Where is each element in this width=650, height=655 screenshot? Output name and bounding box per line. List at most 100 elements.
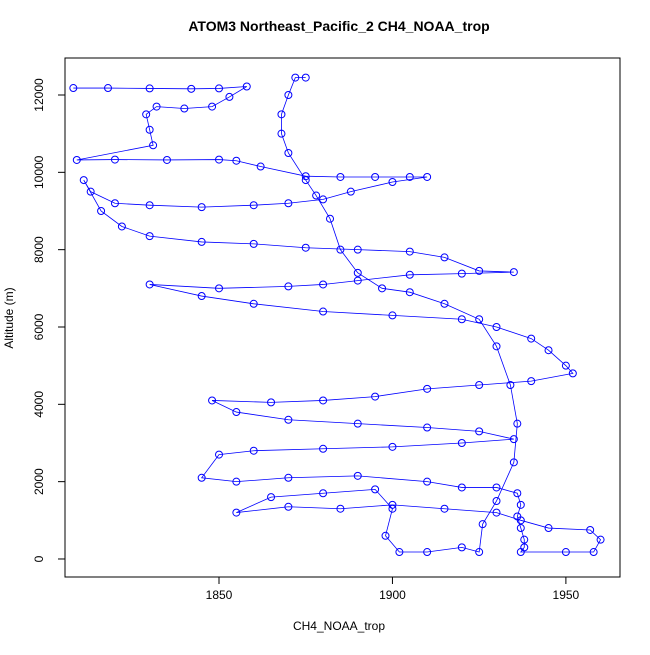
data-point <box>388 177 397 186</box>
data-point <box>388 442 397 451</box>
data-point <box>388 500 397 509</box>
data-point <box>117 222 126 231</box>
data-point <box>249 201 258 210</box>
data-point <box>561 548 570 557</box>
data-point <box>544 346 553 355</box>
data-point <box>284 91 293 100</box>
data-point <box>284 199 293 208</box>
data-point <box>336 504 345 513</box>
data-point <box>215 155 224 164</box>
data-point <box>319 280 328 289</box>
x-tick-label: 1850 <box>206 588 233 602</box>
data-point <box>284 502 293 511</box>
series-line <box>73 77 602 553</box>
y-tick-label: 4000 <box>32 391 46 418</box>
data-point <box>423 384 432 393</box>
data-point <box>457 543 466 552</box>
data-point <box>475 380 484 389</box>
data-point <box>527 334 536 343</box>
y-tick-label: 8000 <box>32 236 46 263</box>
data-point <box>492 322 501 331</box>
data-point <box>509 458 518 467</box>
data-point <box>586 525 595 534</box>
data-point <box>475 315 484 324</box>
data-point <box>509 268 518 277</box>
data-point <box>208 396 217 405</box>
data-point <box>326 214 335 223</box>
data-point <box>516 524 525 533</box>
data-point <box>256 162 265 171</box>
data-point <box>208 102 217 111</box>
data-point <box>388 311 397 320</box>
chart-title: ATOM3 Northeast_Pacific_2 CH4_NOAA_trop <box>188 18 489 34</box>
y-tick-label: 6000 <box>32 313 46 340</box>
data-point <box>232 508 241 517</box>
data-point <box>388 504 397 513</box>
data-point <box>145 232 154 241</box>
data-point <box>475 427 484 436</box>
data-point <box>232 477 241 486</box>
data-point <box>492 342 501 351</box>
data-point <box>145 201 154 210</box>
data-point <box>516 516 525 525</box>
data-point <box>180 104 189 113</box>
data-point <box>197 237 206 246</box>
y-tick-label: 10000 <box>32 155 46 189</box>
data-point <box>97 206 106 215</box>
data-point <box>405 270 414 279</box>
data-point <box>336 172 345 181</box>
data-point <box>267 398 276 407</box>
data-point <box>301 73 310 82</box>
data-point <box>104 84 113 93</box>
data-point <box>284 282 293 291</box>
data-point <box>110 199 119 208</box>
data-point <box>215 284 224 293</box>
data-point <box>249 239 258 248</box>
data-point <box>457 269 466 278</box>
data-point <box>513 419 522 428</box>
data-point <box>405 172 414 181</box>
data-point <box>215 450 224 459</box>
data-point <box>277 110 286 119</box>
data-point <box>291 73 300 82</box>
data-point <box>353 268 362 277</box>
data-point <box>440 299 449 308</box>
data-point <box>312 191 321 200</box>
data-point <box>353 419 362 428</box>
data-point <box>110 155 119 164</box>
y-tick-label: 2000 <box>32 468 46 495</box>
data-point <box>284 415 293 424</box>
data-point <box>423 172 432 181</box>
data-point <box>423 548 432 557</box>
data-point <box>423 423 432 432</box>
data-point <box>527 377 536 386</box>
data-point <box>267 493 276 502</box>
data-point <box>79 176 88 185</box>
data-point <box>225 92 234 101</box>
data-point <box>319 444 328 453</box>
data-point <box>371 485 380 494</box>
data-point <box>242 82 251 91</box>
data-point <box>457 438 466 447</box>
data-point <box>232 156 241 165</box>
data-point <box>86 187 95 196</box>
data-point <box>142 110 151 119</box>
data-point <box>395 548 404 557</box>
data-point <box>319 307 328 316</box>
data-point <box>319 396 328 405</box>
data-point <box>162 155 171 164</box>
y-tick-label: 12000 <box>32 78 46 112</box>
data-point <box>516 548 525 557</box>
data-point <box>249 299 258 308</box>
data-point <box>561 361 570 370</box>
data-point <box>492 483 501 492</box>
data-point <box>197 292 206 301</box>
data-point <box>197 203 206 212</box>
y-tick-label: 0 <box>32 555 46 562</box>
data-point <box>371 392 380 401</box>
data-point <box>440 504 449 513</box>
data-point <box>378 284 387 293</box>
data-point <box>492 508 501 517</box>
